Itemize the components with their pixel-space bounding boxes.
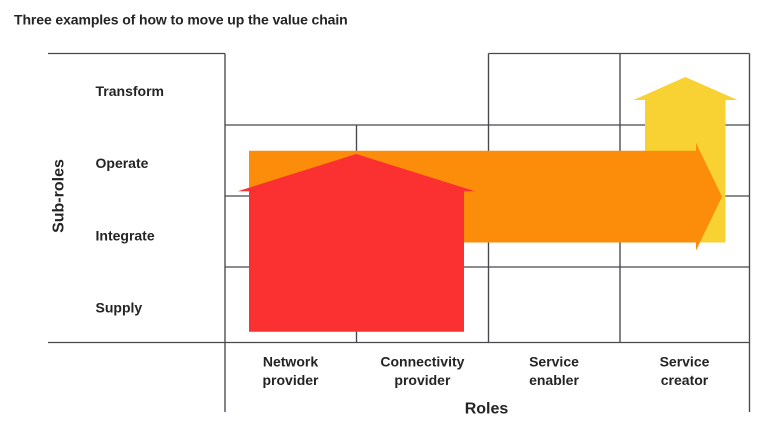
svg-text:provider: provider (262, 372, 319, 388)
svg-text:Service: Service (529, 353, 579, 369)
svg-text:Supply: Supply (96, 300, 143, 316)
svg-text:Integrate: Integrate (96, 227, 155, 243)
svg-text:Connectivity: Connectivity (380, 353, 464, 369)
svg-text:Roles: Roles (465, 401, 509, 418)
svg-text:Operate: Operate (96, 155, 149, 171)
svg-text:provider: provider (394, 372, 451, 388)
svg-text:Service: Service (660, 353, 710, 369)
svg-text:Transform: Transform (96, 83, 164, 99)
svg-text:enabler: enabler (529, 372, 579, 388)
svg-text:Sub-roles: Sub-roles (51, 159, 68, 233)
svg-text:Three examples of how to move: Three examples of how to move up the val… (14, 11, 348, 27)
svg-text:Network: Network (263, 353, 318, 369)
svg-text:creator: creator (661, 372, 709, 388)
